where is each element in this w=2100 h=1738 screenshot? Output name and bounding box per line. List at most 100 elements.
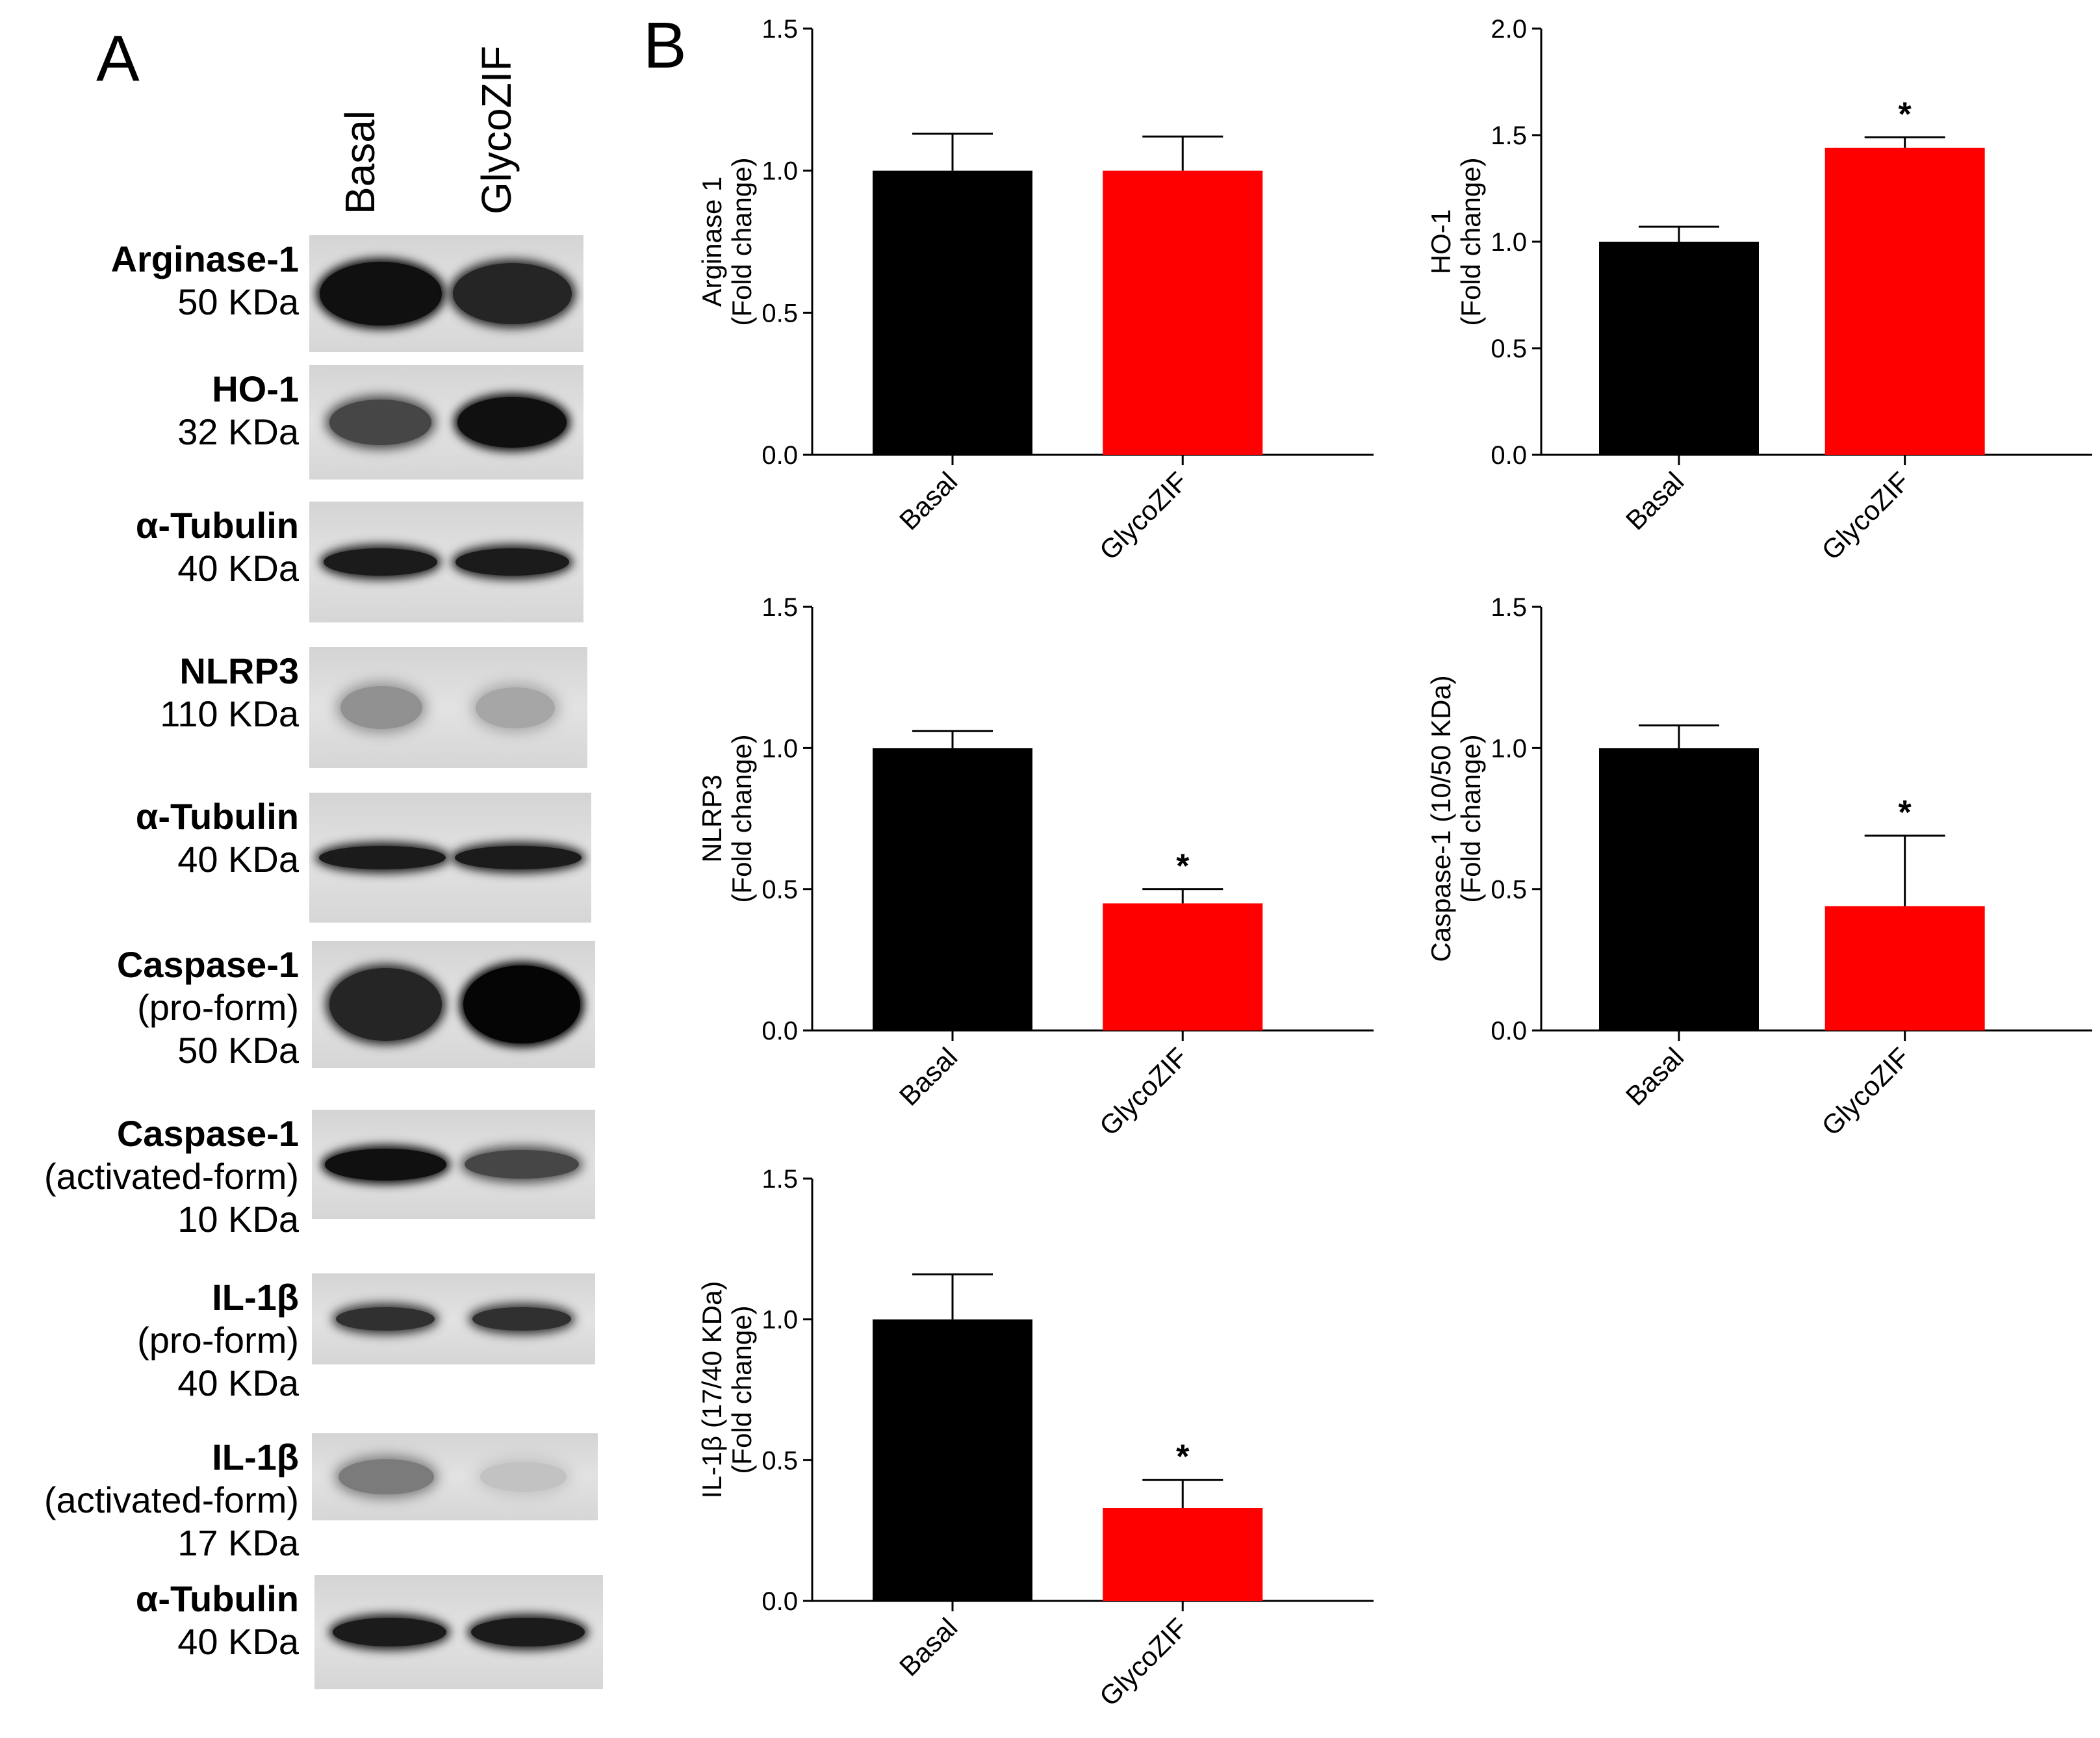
band-glycozif (464, 1150, 579, 1179)
y-tick-label: 1.0 (762, 157, 798, 186)
molecular-weight: 10 KDa (177, 1199, 299, 1240)
blot-label: HO-1 32 KDa (177, 368, 299, 454)
blot-image (309, 235, 583, 352)
blot-image (312, 1433, 598, 1520)
y-tick-label: 1.5 (762, 593, 798, 622)
band-basal (324, 1148, 447, 1181)
protein-name: Caspase-1 (116, 1113, 299, 1154)
chart-il1b-svg: 0.0 0.5 1.0 1.5 IL-1β (17/40 KDa) (Fold chang… (697, 1165, 1374, 1712)
significance-marker: * (1176, 1438, 1190, 1476)
protein-name: Arginase-1 (110, 238, 299, 279)
significance-marker: * (1176, 848, 1190, 886)
bar-basal (873, 748, 1032, 1030)
y-tick-label: 1.0 (762, 1306, 798, 1335)
blot-image (309, 502, 583, 622)
blot-label: Caspase-1 (activated-form) 10 KDa (44, 1112, 299, 1241)
protein-name: α-Tubulin (135, 796, 299, 837)
bar-glycozif (1103, 903, 1263, 1030)
bar-basal (873, 170, 1032, 455)
chart-ho1: 0.0 0.5 1.0 1.5 2.0 HO-1 (Fold change) Basal * Gl… (1371, 0, 2100, 585)
y-tick-label: 1.0 (762, 734, 798, 763)
y-axis-label-unit: (Fold change) (726, 157, 757, 326)
band-basal (340, 685, 423, 730)
lane-label-basal: Basal (337, 110, 383, 214)
band-glycozif (472, 1307, 571, 1331)
x-category-label: GlycoZIF (1094, 1612, 1194, 1712)
protein-form: (activated-form) (44, 1156, 299, 1197)
panel-a-letter: A (96, 22, 140, 95)
x-category-label: GlycoZIF (1815, 1042, 1915, 1142)
blot-label: IL-1β (activated-form) 17 KDa (44, 1436, 299, 1565)
molecular-weight: 110 KDa (160, 693, 299, 734)
blot-image (312, 1110, 595, 1219)
band-basal (319, 845, 446, 870)
blot-label: Arginase-1 50 KDa (111, 238, 299, 324)
band-basal (329, 967, 442, 1042)
protein-form: (pro-form) (137, 987, 299, 1028)
protein-name: NLRP3 (179, 650, 299, 691)
y-axis-label: HO-1 (1426, 209, 1456, 274)
molecular-weight: 40 KDa (177, 1621, 299, 1662)
y-axis-label: NLRP3 (697, 774, 727, 862)
y-tick-label: 0.0 (1491, 1017, 1527, 1045)
molecular-weight: 40 KDa (177, 839, 299, 880)
x-category-label: GlycoZIF (1094, 1042, 1194, 1142)
y-tick-label: 0.5 (1491, 876, 1527, 904)
y-tick-label: 0.0 (762, 1017, 798, 1045)
protein-name: IL-1β (212, 1437, 299, 1477)
y-tick-label: 0.0 (762, 441, 798, 470)
significance-marker: * (1899, 794, 1912, 832)
protein-form: (activated-form) (44, 1479, 299, 1520)
chart-caspase1-svg: 0.0 0.5 1.0 1.5 Caspase-1 (10/50 KDa) (Fold c… (1426, 593, 2092, 1142)
blot-image (309, 365, 583, 479)
y-tick-label: 2.0 (1491, 15, 1527, 44)
lane-label-glycozif: GlycoZIF (473, 45, 520, 214)
x-category-label: Basal (1620, 466, 1690, 536)
x-category-label: Basal (893, 1042, 964, 1112)
band-glycozif (463, 965, 580, 1043)
y-axis-label-unit: (Fold change) (726, 1305, 757, 1474)
bar-basal (873, 1319, 1032, 1601)
blot-image (309, 647, 587, 768)
protein-name: Caspase-1 (116, 944, 299, 985)
x-category-label: Basal (1620, 1042, 1690, 1112)
molecular-weight: 50 KDa (177, 281, 299, 322)
y-tick-label: 1.0 (1491, 228, 1527, 257)
y-tick-label: 1.5 (1491, 121, 1527, 150)
x-category-label: GlycoZIF (1815, 466, 1915, 566)
y-tick-label: 1.5 (1491, 593, 1527, 622)
significance-marker: * (1899, 96, 1912, 133)
bar-glycozif (1103, 1508, 1263, 1601)
band-glycozif (454, 845, 582, 870)
band-glycozif (475, 687, 555, 728)
bar-glycozif (1825, 906, 1985, 1030)
blot-label: α-Tubulin 40 KDa (136, 1578, 299, 1663)
chart-arginase1: 0.0 0.5 1.0 1.5 Arginase 1 (Fold change) Basal… (650, 0, 1429, 585)
chart-il1b: 0.0 0.5 1.0 1.5 IL-1β (17/40 KDa) (Fold chang… (650, 1150, 1429, 1735)
y-tick-label: 1.0 (1491, 734, 1527, 763)
y-tick-label: 1.5 (762, 15, 798, 44)
y-tick-label: 0.0 (762, 1587, 798, 1616)
molecular-weight: 40 KDa (177, 1362, 299, 1403)
x-category-label: GlycoZIF (1094, 466, 1194, 566)
protein-name: HO-1 (212, 368, 299, 409)
protein-name: α-Tubulin (135, 505, 299, 546)
blot-image (312, 1273, 595, 1364)
y-tick-label: 1.5 (762, 1165, 798, 1194)
y-tick-label: 0.5 (762, 299, 798, 327)
y-axis-label-unit: (Fold change) (726, 734, 757, 902)
blot-label: α-Tubulin 40 KDa (136, 504, 299, 590)
y-axis-label: Caspase-1 (10/50 KDa) (1426, 675, 1456, 962)
protein-form: (pro-form) (137, 1320, 299, 1361)
band-glycozif (480, 1462, 567, 1492)
bar-basal (1599, 748, 1759, 1030)
y-tick-label: 0.0 (1491, 441, 1527, 470)
band-basal (332, 1617, 447, 1647)
blot-label: Caspase-1 (pro-form) 50 KDa (117, 943, 299, 1072)
band-glycozif (452, 263, 572, 324)
bar-glycozif (1825, 147, 1985, 455)
molecular-weight: 40 KDa (177, 548, 299, 589)
band-glycozif (470, 1617, 585, 1647)
chart-caspase1: 0.0 0.5 1.0 1.5 Caspase-1 (10/50 KDa) (Fold c… (1371, 578, 2100, 1163)
band-glycozif (455, 548, 570, 576)
